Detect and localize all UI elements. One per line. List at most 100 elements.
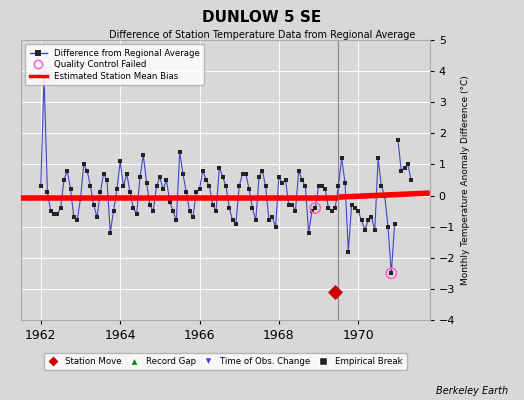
Point <box>202 177 210 183</box>
Point <box>311 205 320 211</box>
Point <box>113 186 121 192</box>
Point <box>255 174 263 180</box>
Point <box>212 208 220 214</box>
Point <box>294 168 303 174</box>
Point <box>328 208 336 214</box>
Point <box>331 205 340 211</box>
Point <box>354 208 363 214</box>
Point <box>60 177 68 183</box>
Text: Difference of Station Temperature Data from Regional Average: Difference of Station Temperature Data f… <box>109 30 415 40</box>
Point <box>271 224 280 230</box>
Point <box>232 220 240 227</box>
Point <box>341 180 349 186</box>
Point <box>152 183 161 190</box>
Point <box>176 149 184 155</box>
Point <box>57 205 65 211</box>
Point <box>337 155 346 162</box>
Point <box>143 180 151 186</box>
Point <box>278 180 287 186</box>
Point <box>93 214 101 220</box>
Point <box>159 186 167 192</box>
Point <box>384 224 392 230</box>
Point <box>149 208 157 214</box>
Point <box>182 189 191 196</box>
Point <box>308 208 316 214</box>
Point <box>86 183 95 190</box>
Point <box>96 189 104 196</box>
Point <box>380 192 389 199</box>
Point <box>400 164 409 171</box>
Point <box>298 177 306 183</box>
Point <box>47 208 55 214</box>
Point <box>83 168 91 174</box>
Point <box>268 214 277 220</box>
Point <box>403 161 412 168</box>
Point <box>80 161 88 168</box>
Point <box>225 205 234 211</box>
Point <box>219 174 227 180</box>
Point <box>248 205 257 211</box>
Point <box>136 174 144 180</box>
Point <box>318 183 326 190</box>
Point <box>172 217 181 224</box>
Point <box>123 170 131 177</box>
Point <box>265 217 273 224</box>
Point <box>285 202 293 208</box>
Point <box>77 196 85 202</box>
Point <box>394 136 402 143</box>
Point <box>73 217 81 224</box>
Point <box>100 170 108 177</box>
Point <box>387 270 396 276</box>
Point <box>374 155 383 162</box>
Point <box>351 205 359 211</box>
Point <box>357 217 366 224</box>
Point <box>347 202 356 208</box>
Point <box>106 230 114 236</box>
Point <box>70 214 78 220</box>
Point <box>209 202 217 208</box>
Point <box>43 189 52 196</box>
Point <box>185 208 194 214</box>
Point <box>156 174 164 180</box>
Point <box>103 177 111 183</box>
Point <box>367 214 376 220</box>
Point <box>116 158 124 164</box>
Point <box>334 183 343 190</box>
Point <box>53 211 61 218</box>
Text: Berkeley Earth: Berkeley Earth <box>436 386 508 396</box>
Point <box>37 183 45 190</box>
Point <box>242 170 250 177</box>
Point <box>133 211 141 218</box>
Point <box>40 74 48 80</box>
Point <box>126 189 134 196</box>
Point <box>304 230 313 236</box>
Point <box>252 217 260 224</box>
Point <box>169 208 177 214</box>
Point <box>245 186 253 192</box>
Point <box>390 220 399 227</box>
Point <box>195 186 204 192</box>
Point <box>407 177 416 183</box>
Point <box>228 217 237 224</box>
Point <box>235 183 244 190</box>
Point <box>222 183 230 190</box>
Y-axis label: Monthly Temperature Anomaly Difference (°C): Monthly Temperature Anomaly Difference (… <box>461 75 470 285</box>
Point <box>344 248 353 255</box>
Legend: Station Move, Record Gap, Time of Obs. Change, Empirical Break: Station Move, Record Gap, Time of Obs. C… <box>44 353 407 370</box>
Point <box>377 183 386 190</box>
Point <box>314 183 323 190</box>
Point <box>387 270 396 276</box>
Text: DUNLOW 5 SE: DUNLOW 5 SE <box>202 10 322 25</box>
Point <box>370 226 379 233</box>
Point <box>275 174 283 180</box>
Point <box>361 226 369 233</box>
Point <box>129 205 138 211</box>
Point <box>67 186 75 192</box>
Point <box>324 205 333 211</box>
Point <box>192 189 200 196</box>
Point <box>139 152 147 158</box>
Point <box>311 205 320 211</box>
Point <box>321 186 330 192</box>
Point <box>258 168 267 174</box>
Point <box>291 208 300 214</box>
